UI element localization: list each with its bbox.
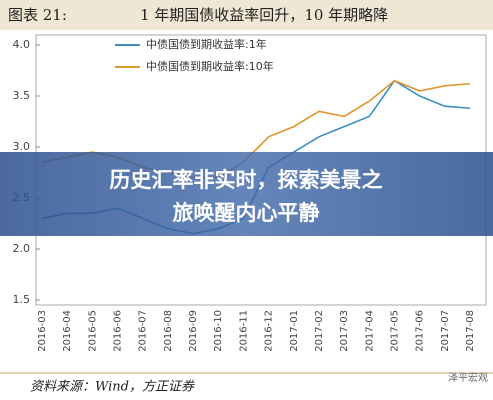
x-tick-label: 2016-11	[238, 310, 249, 352]
y-tick-label: 2.0	[13, 242, 31, 255]
y-tick-label: 4.0	[13, 38, 31, 51]
x-tick-label: 2016-10	[213, 310, 224, 352]
x-tick-label: 2017-01	[289, 310, 300, 352]
x-tick-label: 2017-07	[440, 310, 451, 352]
legend-label: 中债国债到期收益率:10年	[146, 59, 274, 73]
header-title: 1 年期国债收益率回升，10 年期略降	[140, 6, 388, 24]
x-tick-label: 2017-02	[314, 310, 325, 352]
y-tick-label: 1.5	[13, 293, 31, 306]
x-tick-label: 2016-03	[37, 310, 48, 352]
y-tick-label: 3.0	[13, 140, 31, 153]
banner	[0, 152, 493, 236]
x-tick-label: 2016-06	[113, 310, 124, 352]
x-tick-label: 2017-03	[339, 310, 350, 352]
x-tick-label: 2017-08	[465, 310, 476, 352]
legend-label: 中债国债到期收益率:1年	[146, 37, 267, 51]
watermark: 泽平宏观	[448, 371, 488, 384]
y-tick-label: 3.5	[13, 89, 31, 102]
x-tick-label: 2016-07	[138, 310, 149, 352]
x-tick-label: 2016-08	[163, 310, 174, 352]
x-tick-label: 2017-05	[389, 310, 400, 352]
x-tick-label: 2017-04	[364, 310, 375, 352]
x-tick-label: 2016-09	[188, 310, 199, 352]
banner-text: 历史汇率非实时，探索美景之	[110, 168, 383, 192]
x-tick-label: 2016-05	[87, 310, 98, 352]
banner-text: 旅唤醒内心平静	[173, 201, 320, 225]
x-tick-label: 2017-06	[415, 310, 426, 352]
header-label: 图表 21:	[8, 6, 67, 24]
x-tick-label: 2016-04	[62, 310, 73, 352]
header-bar	[0, 0, 493, 30]
source: 资料来源：Wind，方正证券	[30, 380, 195, 395]
x-tick-label: 2016-12	[264, 310, 275, 352]
